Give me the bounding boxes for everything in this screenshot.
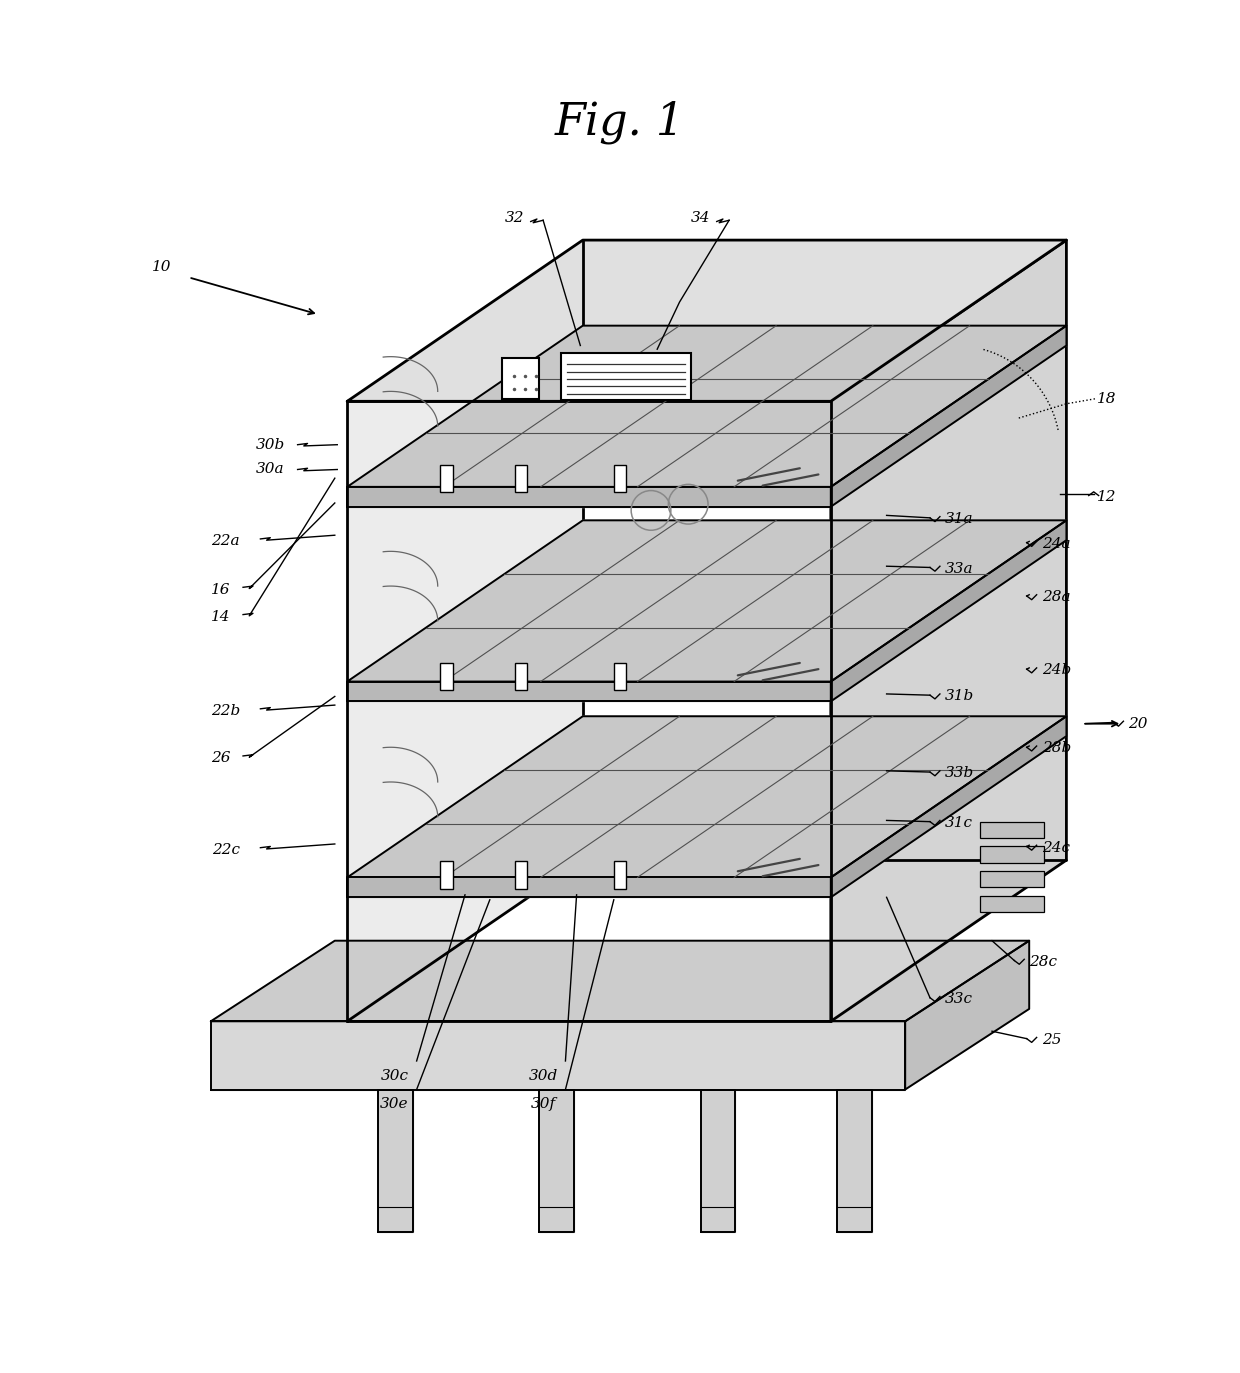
- Bar: [614, 663, 626, 691]
- Bar: [515, 464, 527, 492]
- Bar: [614, 464, 626, 492]
- Text: 24a: 24a: [1042, 537, 1070, 551]
- Text: 28c: 28c: [1029, 954, 1058, 969]
- Bar: [440, 861, 453, 888]
- Polygon shape: [831, 240, 1066, 1022]
- Bar: [980, 847, 1044, 862]
- Text: 22b: 22b: [211, 704, 241, 718]
- Polygon shape: [837, 1090, 872, 1232]
- Text: 28a: 28a: [1042, 590, 1070, 604]
- Polygon shape: [347, 487, 831, 507]
- Bar: [440, 663, 453, 691]
- Polygon shape: [831, 717, 1066, 898]
- Bar: [980, 872, 1044, 887]
- Text: 33b: 33b: [945, 766, 975, 780]
- Bar: [501, 358, 538, 398]
- Bar: [515, 663, 527, 691]
- Text: 30e: 30e: [381, 1097, 408, 1111]
- Polygon shape: [701, 1090, 735, 1232]
- Bar: [515, 861, 527, 888]
- Polygon shape: [347, 240, 1066, 401]
- Text: 30a: 30a: [255, 463, 285, 476]
- Bar: [980, 897, 1044, 912]
- Polygon shape: [347, 681, 831, 702]
- Bar: [980, 821, 1044, 838]
- Text: 22c: 22c: [212, 843, 239, 857]
- Text: 32: 32: [505, 211, 525, 225]
- Text: 33c: 33c: [945, 991, 973, 1006]
- Text: 10: 10: [151, 261, 171, 275]
- Text: 31a: 31a: [945, 512, 973, 526]
- Text: 14: 14: [211, 610, 231, 625]
- Polygon shape: [347, 717, 1066, 877]
- Text: 25: 25: [1042, 1032, 1061, 1046]
- Text: 28b: 28b: [1042, 741, 1071, 755]
- Text: 16: 16: [211, 582, 231, 597]
- Text: 31c: 31c: [945, 816, 973, 829]
- Polygon shape: [905, 941, 1029, 1090]
- Text: 30c: 30c: [381, 1068, 408, 1083]
- Text: 24c: 24c: [1042, 840, 1070, 855]
- Text: 12: 12: [1097, 490, 1117, 504]
- Text: Fig. 1: Fig. 1: [554, 100, 686, 144]
- Text: 30f: 30f: [531, 1097, 556, 1111]
- Text: 34: 34: [691, 211, 711, 225]
- Text: 20: 20: [1128, 717, 1148, 730]
- Text: 31b: 31b: [945, 689, 975, 703]
- Text: 33a: 33a: [945, 562, 973, 575]
- Polygon shape: [539, 1090, 574, 1232]
- Text: 18: 18: [1097, 391, 1117, 406]
- Polygon shape: [211, 941, 1029, 1022]
- Text: 30d: 30d: [528, 1068, 558, 1083]
- Polygon shape: [347, 877, 831, 898]
- Text: 30b: 30b: [255, 438, 285, 452]
- Polygon shape: [831, 520, 1066, 702]
- Polygon shape: [347, 520, 1066, 681]
- Text: 26: 26: [211, 751, 231, 765]
- Polygon shape: [831, 325, 1066, 507]
- Text: 24b: 24b: [1042, 663, 1071, 677]
- Bar: [560, 353, 692, 400]
- Polygon shape: [347, 325, 1066, 487]
- Polygon shape: [378, 1090, 413, 1232]
- Text: 22a: 22a: [211, 534, 241, 548]
- Bar: [614, 861, 626, 888]
- Polygon shape: [211, 1022, 905, 1090]
- Bar: [440, 464, 453, 492]
- Polygon shape: [347, 240, 583, 1022]
